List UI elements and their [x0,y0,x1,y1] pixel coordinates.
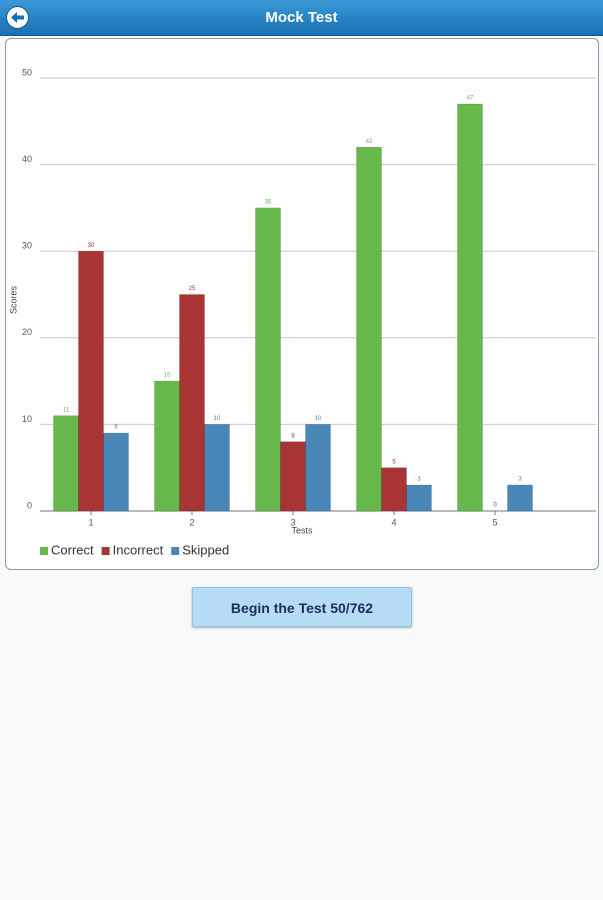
value-label: 35 [265,199,272,205]
y-tick-label: 10 [22,414,32,424]
bar [356,147,382,512]
value-label: 3 [518,477,522,483]
y-tick-label: 20 [22,327,32,337]
y-axis-title: Scores [8,285,18,314]
value-label: 47 [467,96,474,102]
bar [305,424,331,512]
y-tick-label: 40 [22,154,32,164]
x-tick-label: 4 [391,517,396,527]
x-tick-label: 3 [290,517,295,527]
y-tick-label: 0 [27,500,32,510]
x-axis-title: Tests [291,525,313,535]
legend-label: Incorrect [113,542,164,557]
value-label: 9 [114,425,118,431]
app-bar: Mock Test [0,0,603,36]
legend-swatch [101,547,110,555]
value-label: 25 [189,286,196,292]
value-label: 42 [366,139,373,145]
bar [154,380,180,512]
value-label: 15 [164,373,171,379]
legend-swatch [171,547,180,555]
value-label: 30 [88,243,95,249]
bar [204,424,230,512]
bar [381,467,407,512]
bar [280,441,306,512]
legend-swatch [40,547,48,555]
y-tick-label: 30 [22,241,32,251]
x-tick-label: 2 [189,517,194,527]
value-label: 5 [392,459,396,465]
screen-title: Mock Test [265,9,338,26]
bar [78,250,104,512]
value-label: 3 [417,477,421,483]
bar [406,484,432,512]
value-label: 8 [291,433,295,439]
bar [103,432,129,512]
bar [255,207,281,512]
chart-card: 0 10 20 30 40 50 1 11 30 9 2 15 25 10 3 35 8 10 4 42 5 3 5 47 0 3… [5,38,599,570]
legend-label: Correct [51,542,94,557]
back-button[interactable] [5,5,30,30]
legend-label: Skipped [182,542,229,557]
y-tick-label: 50 [22,67,32,77]
bar [179,294,205,512]
value-label: 10 [214,416,221,422]
bar [457,103,483,512]
x-tick-label: 1 [88,517,93,527]
bar [53,415,79,512]
value-label: 11 [63,407,70,413]
bar [507,484,533,512]
value-label: 0 [493,503,497,509]
begin-test-button[interactable]: Begin the Test 50/762 [192,587,412,627]
value-label: 10 [315,416,322,422]
chart: 0102030405011130921525103358104425354703… [8,67,596,557]
x-tick-label: 5 [492,517,497,527]
